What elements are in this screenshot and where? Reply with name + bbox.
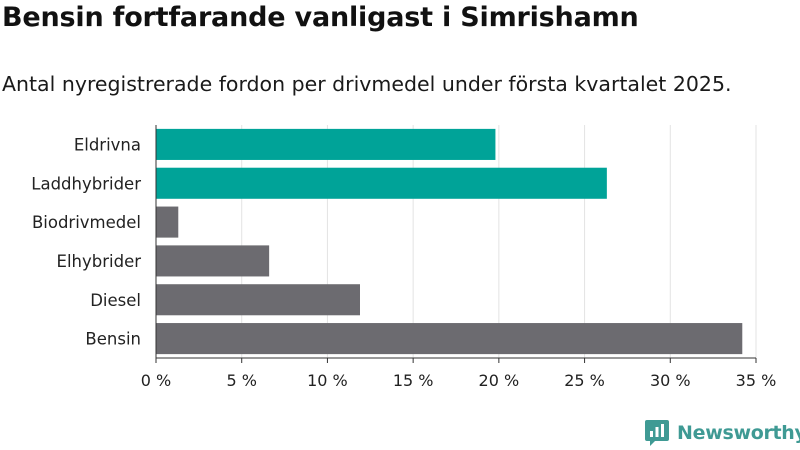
- category-label: Elhybrider: [57, 252, 142, 271]
- category-label: Laddhybrider: [31, 174, 141, 193]
- bar-bensin: [156, 323, 743, 355]
- x-tick-label: 0 %: [141, 371, 171, 390]
- category-label: Bensin: [85, 330, 141, 349]
- category-label: Biodrivmedel: [32, 213, 141, 232]
- bars: [156, 128, 743, 355]
- brand-name: Newsworthy: [677, 422, 800, 444]
- x-tick-label: 10 %: [307, 371, 348, 390]
- bar-biodrivmedel: [156, 206, 179, 238]
- category-label: Diesel: [90, 291, 141, 310]
- chart-subtitle: Antal nyregistrerade fordon per drivmede…: [2, 72, 732, 96]
- bar-diesel: [156, 284, 360, 316]
- category-label: Eldrivna: [74, 135, 141, 154]
- newsworthy-logo: Newsworthy: [644, 419, 800, 447]
- x-tick-label: 15 %: [393, 371, 434, 390]
- chart-title: Bensin fortfarande vanligast i Simrisham…: [2, 2, 639, 33]
- x-tick-label: 35 %: [736, 371, 777, 390]
- x-tick-label: 5 %: [226, 371, 256, 390]
- bar-elhybrider: [156, 245, 270, 277]
- x-tick-label: 20 %: [479, 371, 520, 390]
- x-tick-label: 25 %: [564, 371, 605, 390]
- x-tick-label: 30 %: [650, 371, 691, 390]
- x-axis: 0 % 5 % 10 % 15 % 20 % 25 % 30 % 35 %: [141, 125, 777, 390]
- bar-eldrivna: [156, 128, 496, 160]
- gridlines: [241, 125, 757, 358]
- newsworthy-icon: [645, 420, 669, 446]
- bar-laddhybrider: [156, 167, 607, 199]
- category-labels: Eldrivna Laddhybrider Biodrivmedel Elhybrid…: [31, 135, 141, 348]
